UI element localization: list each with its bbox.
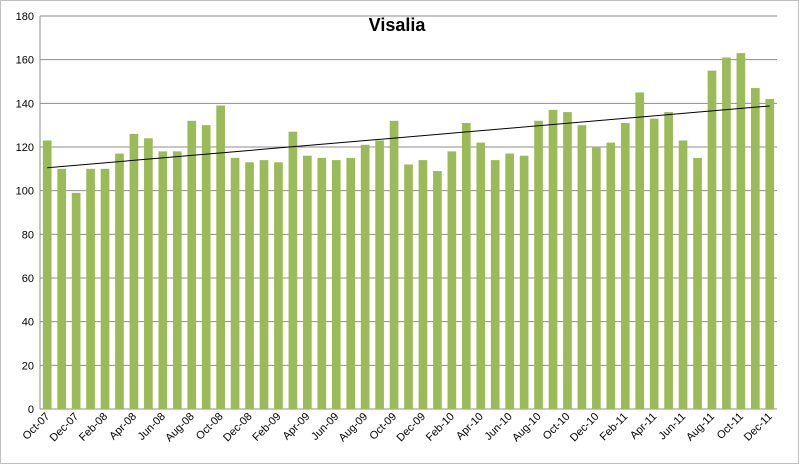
bar [57,168,67,409]
bar [678,140,688,409]
bar [360,144,370,410]
y-tick-label: 20 [22,360,34,372]
bar [476,142,486,409]
bar [303,155,312,409]
bar [158,151,168,409]
bar [288,131,298,409]
bar [86,168,95,409]
bar [606,142,616,409]
bar [375,140,384,409]
bar [42,140,52,409]
bar [765,98,775,409]
y-tick-label: 80 [22,229,34,241]
bar [346,157,356,409]
bar [635,92,645,410]
bar [389,120,399,410]
bar [577,125,587,410]
bar [592,147,601,409]
y-tick-label: 120 [16,142,34,154]
bar [620,122,630,409]
bar [201,125,211,410]
bar [172,151,182,409]
y-tick-label: 180 [16,11,34,23]
bar [245,162,254,409]
bar [71,192,81,409]
trendline [47,105,770,169]
bar [317,157,327,409]
bar [490,160,500,409]
y-tick-label: 0 [28,404,34,416]
bar [447,151,457,409]
y-tick-label: 140 [16,98,34,110]
y-tick-label: 100 [16,186,34,198]
bar [649,118,659,409]
y-tick-label: 160 [16,55,34,67]
bar [707,70,717,409]
bar [100,168,110,409]
bar [693,157,702,409]
bar [259,160,269,409]
y-tick-label: 40 [22,317,34,329]
bar [115,153,124,409]
bar [274,162,283,409]
bar [331,160,341,409]
bar [505,153,514,409]
bar [230,157,240,409]
bar [187,120,197,410]
bar [144,138,153,409]
bar [433,171,442,409]
bar [548,109,558,409]
y-tick-label: 60 [22,273,34,285]
bar [563,112,572,410]
bar [129,133,139,409]
bar [216,105,225,410]
bar [722,57,731,409]
bar [664,112,673,410]
bar [750,88,760,410]
chart-title: Visalia [369,15,427,35]
bar [736,53,746,409]
bar [519,155,529,409]
bar [534,120,543,410]
bar [461,122,471,409]
bar [418,160,428,409]
bar [404,164,413,409]
